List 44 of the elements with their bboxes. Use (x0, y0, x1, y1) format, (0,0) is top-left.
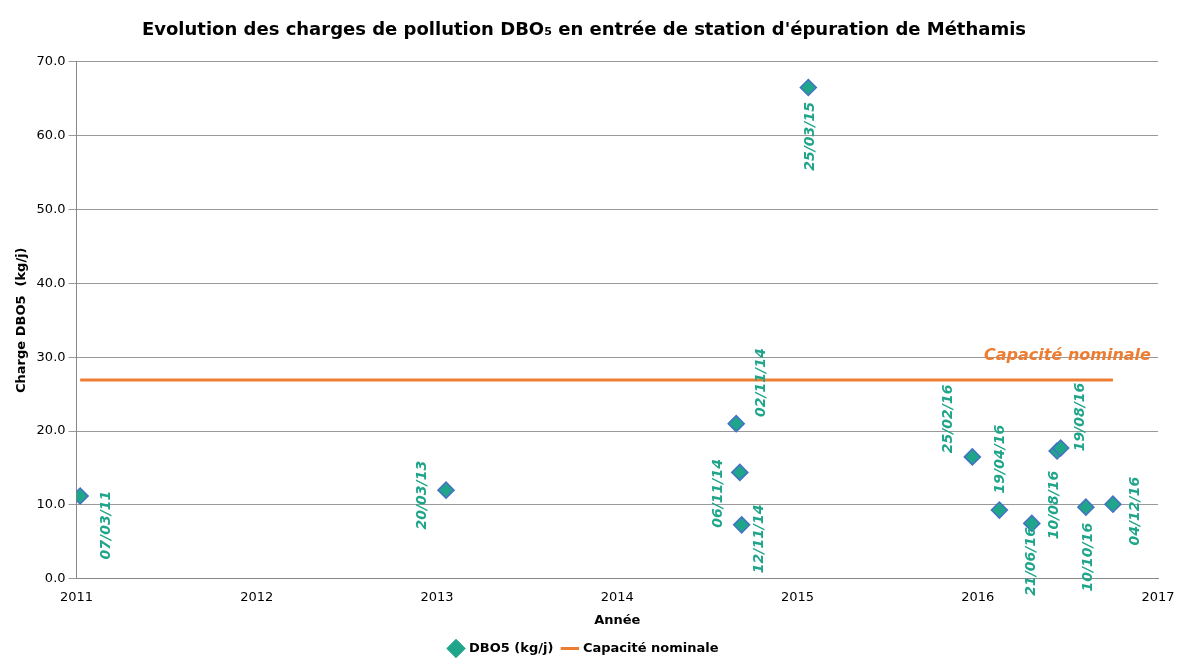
y-tick-label: 0.0 (44, 570, 66, 586)
point (1051, 439, 1070, 457)
x-tick-label: 2015 (780, 588, 815, 604)
legend-label: Capacité nominale (582, 639, 719, 655)
point (799, 78, 818, 97)
legend-label: DBO5 (kg/j) (469, 639, 554, 655)
y-tick-label: 10.0 (36, 496, 66, 512)
annotation: 10/08/16 (1044, 470, 1061, 540)
x-axis-title: Année (594, 611, 641, 627)
annotation: 02/11/14 (751, 348, 768, 417)
text: Capacité nominale (984, 345, 1151, 365)
x-tick-label: 2016 (961, 588, 995, 604)
y-tick-label: 50.0 (36, 200, 66, 216)
point (437, 481, 455, 499)
y-axis-title: Charge DBO5 (kg/j) (13, 247, 29, 393)
x-tick-label: 2012 (240, 588, 274, 604)
annotation: 07/03/11 (96, 490, 113, 560)
annotation: 06/11/14 (709, 459, 726, 528)
y-tick-label: 30.0 (36, 348, 66, 364)
annotation: 21/06/16 (1022, 526, 1039, 596)
x-tick-label: 2017 (1141, 588, 1175, 604)
chart-title: Evolution des charges de pollution DBO₅ en entrée de station d'épuration de Méthamis (141, 18, 1027, 40)
y-tick-label: 40.0 (36, 274, 66, 290)
annotation: 04/12/16 (1125, 476, 1142, 546)
point (727, 414, 745, 433)
point (731, 463, 749, 482)
annotation: 10/10/16 (1078, 522, 1095, 592)
point (1104, 495, 1122, 513)
point (1077, 498, 1095, 516)
annotation: 19/08/16 (1071, 382, 1088, 452)
y-tick-label: 60.0 (36, 126, 66, 142)
annotation: 19/04/16 (991, 424, 1008, 494)
x-tick-label: 2014 (600, 588, 634, 604)
point (963, 448, 982, 466)
point (990, 501, 1009, 519)
annotation: 25/03/15 (800, 101, 817, 171)
x-tick-label: 2013 (420, 588, 454, 604)
x-tick-label: 2011 (60, 588, 94, 604)
annotation: 25/02/16 (938, 384, 955, 454)
y-tick-label: 70.0 (36, 52, 66, 68)
annotation: 20/03/13 (412, 460, 429, 530)
y-tick-label: 20.0 (36, 422, 66, 438)
annotation: 12/11/14 (750, 504, 767, 574)
point (732, 516, 751, 534)
